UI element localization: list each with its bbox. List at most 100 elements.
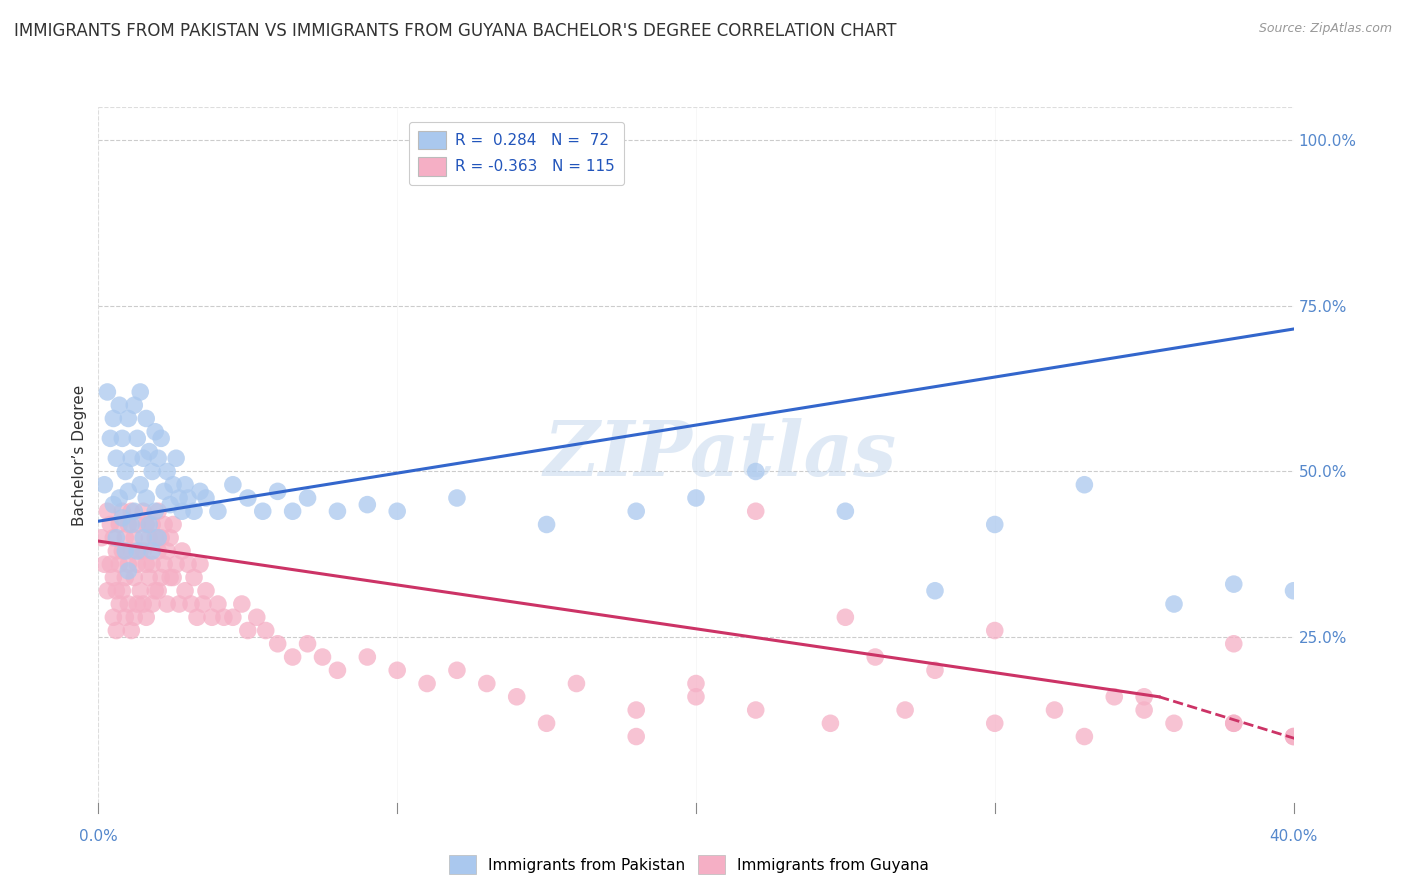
Point (150, 570, 173, 584)
Point (685, 690, 707, 704)
Point (834, 504, 856, 518)
Point (174, 583, 197, 598)
Point (105, 544, 128, 558)
Point (745, 703, 768, 717)
Point (165, 558, 187, 572)
Point (90, 531, 112, 545)
Point (188, 558, 211, 572)
Point (201, 610, 224, 624)
Point (236, 491, 259, 505)
Point (117, 411, 139, 425)
Point (1282, 730, 1305, 744)
Point (1343, 743, 1365, 757)
Point (446, 491, 468, 505)
Point (114, 610, 136, 624)
Point (222, 610, 245, 624)
Point (120, 544, 142, 558)
Text: 40.0%: 40.0% (1270, 830, 1317, 845)
Point (111, 544, 134, 558)
Point (385, 504, 409, 518)
Point (177, 491, 200, 505)
Point (236, 624, 259, 638)
Point (108, 517, 131, 532)
Point (127, 431, 149, 445)
Point (207, 597, 229, 611)
Point (1223, 716, 1246, 731)
Point (132, 544, 155, 558)
Point (252, 504, 274, 518)
Point (141, 544, 163, 558)
Point (148, 544, 170, 558)
Point (127, 517, 149, 532)
Point (153, 484, 176, 499)
Point (105, 624, 128, 638)
Point (207, 504, 229, 518)
Point (745, 504, 768, 518)
Point (172, 504, 194, 518)
Text: Source: ZipAtlas.com: Source: ZipAtlas.com (1258, 22, 1392, 36)
Point (96, 384, 118, 399)
Text: 0.0%: 0.0% (79, 830, 118, 845)
Point (172, 544, 194, 558)
Point (297, 637, 319, 651)
Point (1282, 730, 1305, 744)
Point (124, 531, 146, 545)
Point (188, 484, 211, 499)
Point (135, 517, 157, 532)
Legend: Immigrants from Pakistan, Immigrants from Guyana: Immigrants from Pakistan, Immigrants fro… (443, 849, 935, 880)
Point (143, 583, 166, 598)
Point (108, 398, 131, 412)
Point (105, 531, 128, 545)
Point (114, 531, 136, 545)
Point (167, 491, 190, 505)
Point (156, 465, 179, 479)
Point (153, 558, 176, 572)
Point (100, 517, 122, 532)
Point (132, 597, 155, 611)
Point (536, 716, 558, 731)
Point (124, 570, 146, 584)
Point (100, 558, 122, 572)
Point (117, 517, 139, 532)
Point (1133, 703, 1156, 717)
Point (114, 465, 136, 479)
Point (183, 504, 205, 518)
Point (138, 517, 160, 532)
Point (141, 558, 163, 572)
Point (167, 597, 190, 611)
Point (834, 610, 856, 624)
Point (159, 570, 181, 584)
Point (1073, 477, 1095, 491)
Point (1282, 583, 1305, 598)
Point (129, 544, 152, 558)
Point (565, 676, 588, 690)
Point (117, 484, 139, 499)
Point (96, 583, 118, 598)
Point (984, 624, 1007, 638)
Point (984, 517, 1007, 532)
Point (162, 477, 184, 491)
Point (132, 504, 155, 518)
Point (148, 451, 170, 466)
Point (103, 610, 125, 624)
Point (138, 570, 160, 584)
Point (93, 477, 115, 491)
Point (103, 498, 125, 512)
Point (103, 531, 125, 545)
Point (1163, 597, 1185, 611)
Point (894, 703, 917, 717)
Point (1104, 690, 1126, 704)
Point (180, 597, 202, 611)
Point (446, 663, 468, 677)
Point (820, 716, 842, 731)
Point (108, 491, 131, 505)
Point (153, 517, 176, 532)
Point (246, 610, 269, 624)
Point (475, 676, 498, 690)
Point (105, 451, 128, 466)
Point (626, 504, 648, 518)
Point (148, 583, 170, 598)
Point (120, 624, 142, 638)
Point (195, 491, 218, 505)
Point (135, 610, 157, 624)
